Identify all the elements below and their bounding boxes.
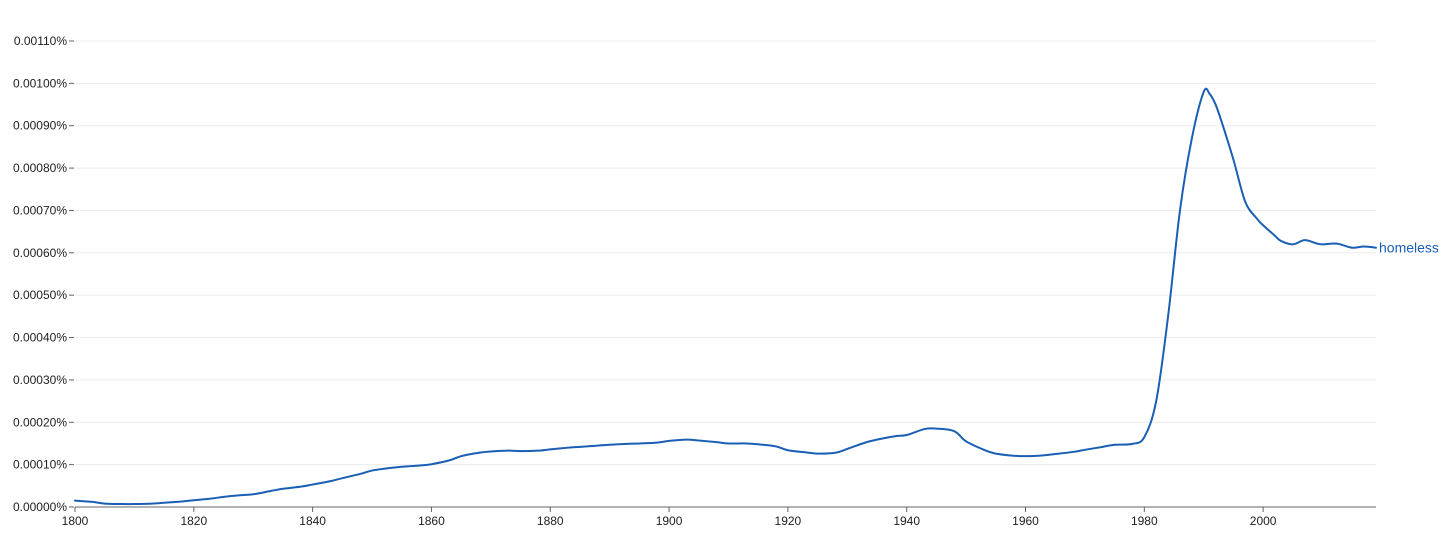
- x-tick-label: 1800: [62, 514, 89, 528]
- y-tick-label: 0.00060%: [13, 246, 67, 260]
- y-tick-label: 0.00010%: [13, 458, 67, 472]
- y-tick-label: 0.00110%: [14, 34, 67, 48]
- x-tick-label: 1860: [418, 514, 445, 528]
- y-tick-label: 0.00090%: [13, 119, 67, 133]
- x-tick-label: 1840: [299, 514, 326, 528]
- grid-lines: [75, 40, 1376, 466]
- x-tick-label: 1940: [893, 514, 920, 528]
- x-tick-label: 1900: [656, 514, 683, 528]
- y-tick-label: 0.00100%: [13, 76, 67, 90]
- y-tick-label: 0.00020%: [13, 415, 67, 429]
- x-tick-label: 1920: [775, 514, 802, 528]
- y-tick-label: 0.00030%: [13, 373, 67, 387]
- series-label-homeless[interactable]: homeless: [1379, 240, 1439, 256]
- series-lines: [74, 87, 1377, 506]
- y-tick-label: 0.00080%: [13, 161, 67, 175]
- x-tick-label: 1980: [1131, 514, 1158, 528]
- x-tick-label: 2000: [1250, 514, 1277, 528]
- series-labels: homeless: [1379, 240, 1439, 256]
- y-tick-label: 0.00050%: [13, 288, 67, 302]
- y-tick-label: 0.00000%: [13, 500, 67, 514]
- y-tick-label: 0.00040%: [13, 331, 67, 345]
- x-tick-label: 1880: [537, 514, 564, 528]
- x-tick-label: 1960: [1012, 514, 1039, 528]
- series-line-homeless[interactable]: [74, 87, 1377, 506]
- y-tick-label: 0.00070%: [13, 203, 67, 217]
- y-axis: 0.00000% 0.00010% 0.00020% 0.00030% 0.00040%…: [13, 34, 74, 514]
- x-tick-label: 1820: [180, 514, 207, 528]
- x-axis: 1800 1820 1840 1860 1880 1900 1920 1940 1960 1980…: [62, 506, 1376, 528]
